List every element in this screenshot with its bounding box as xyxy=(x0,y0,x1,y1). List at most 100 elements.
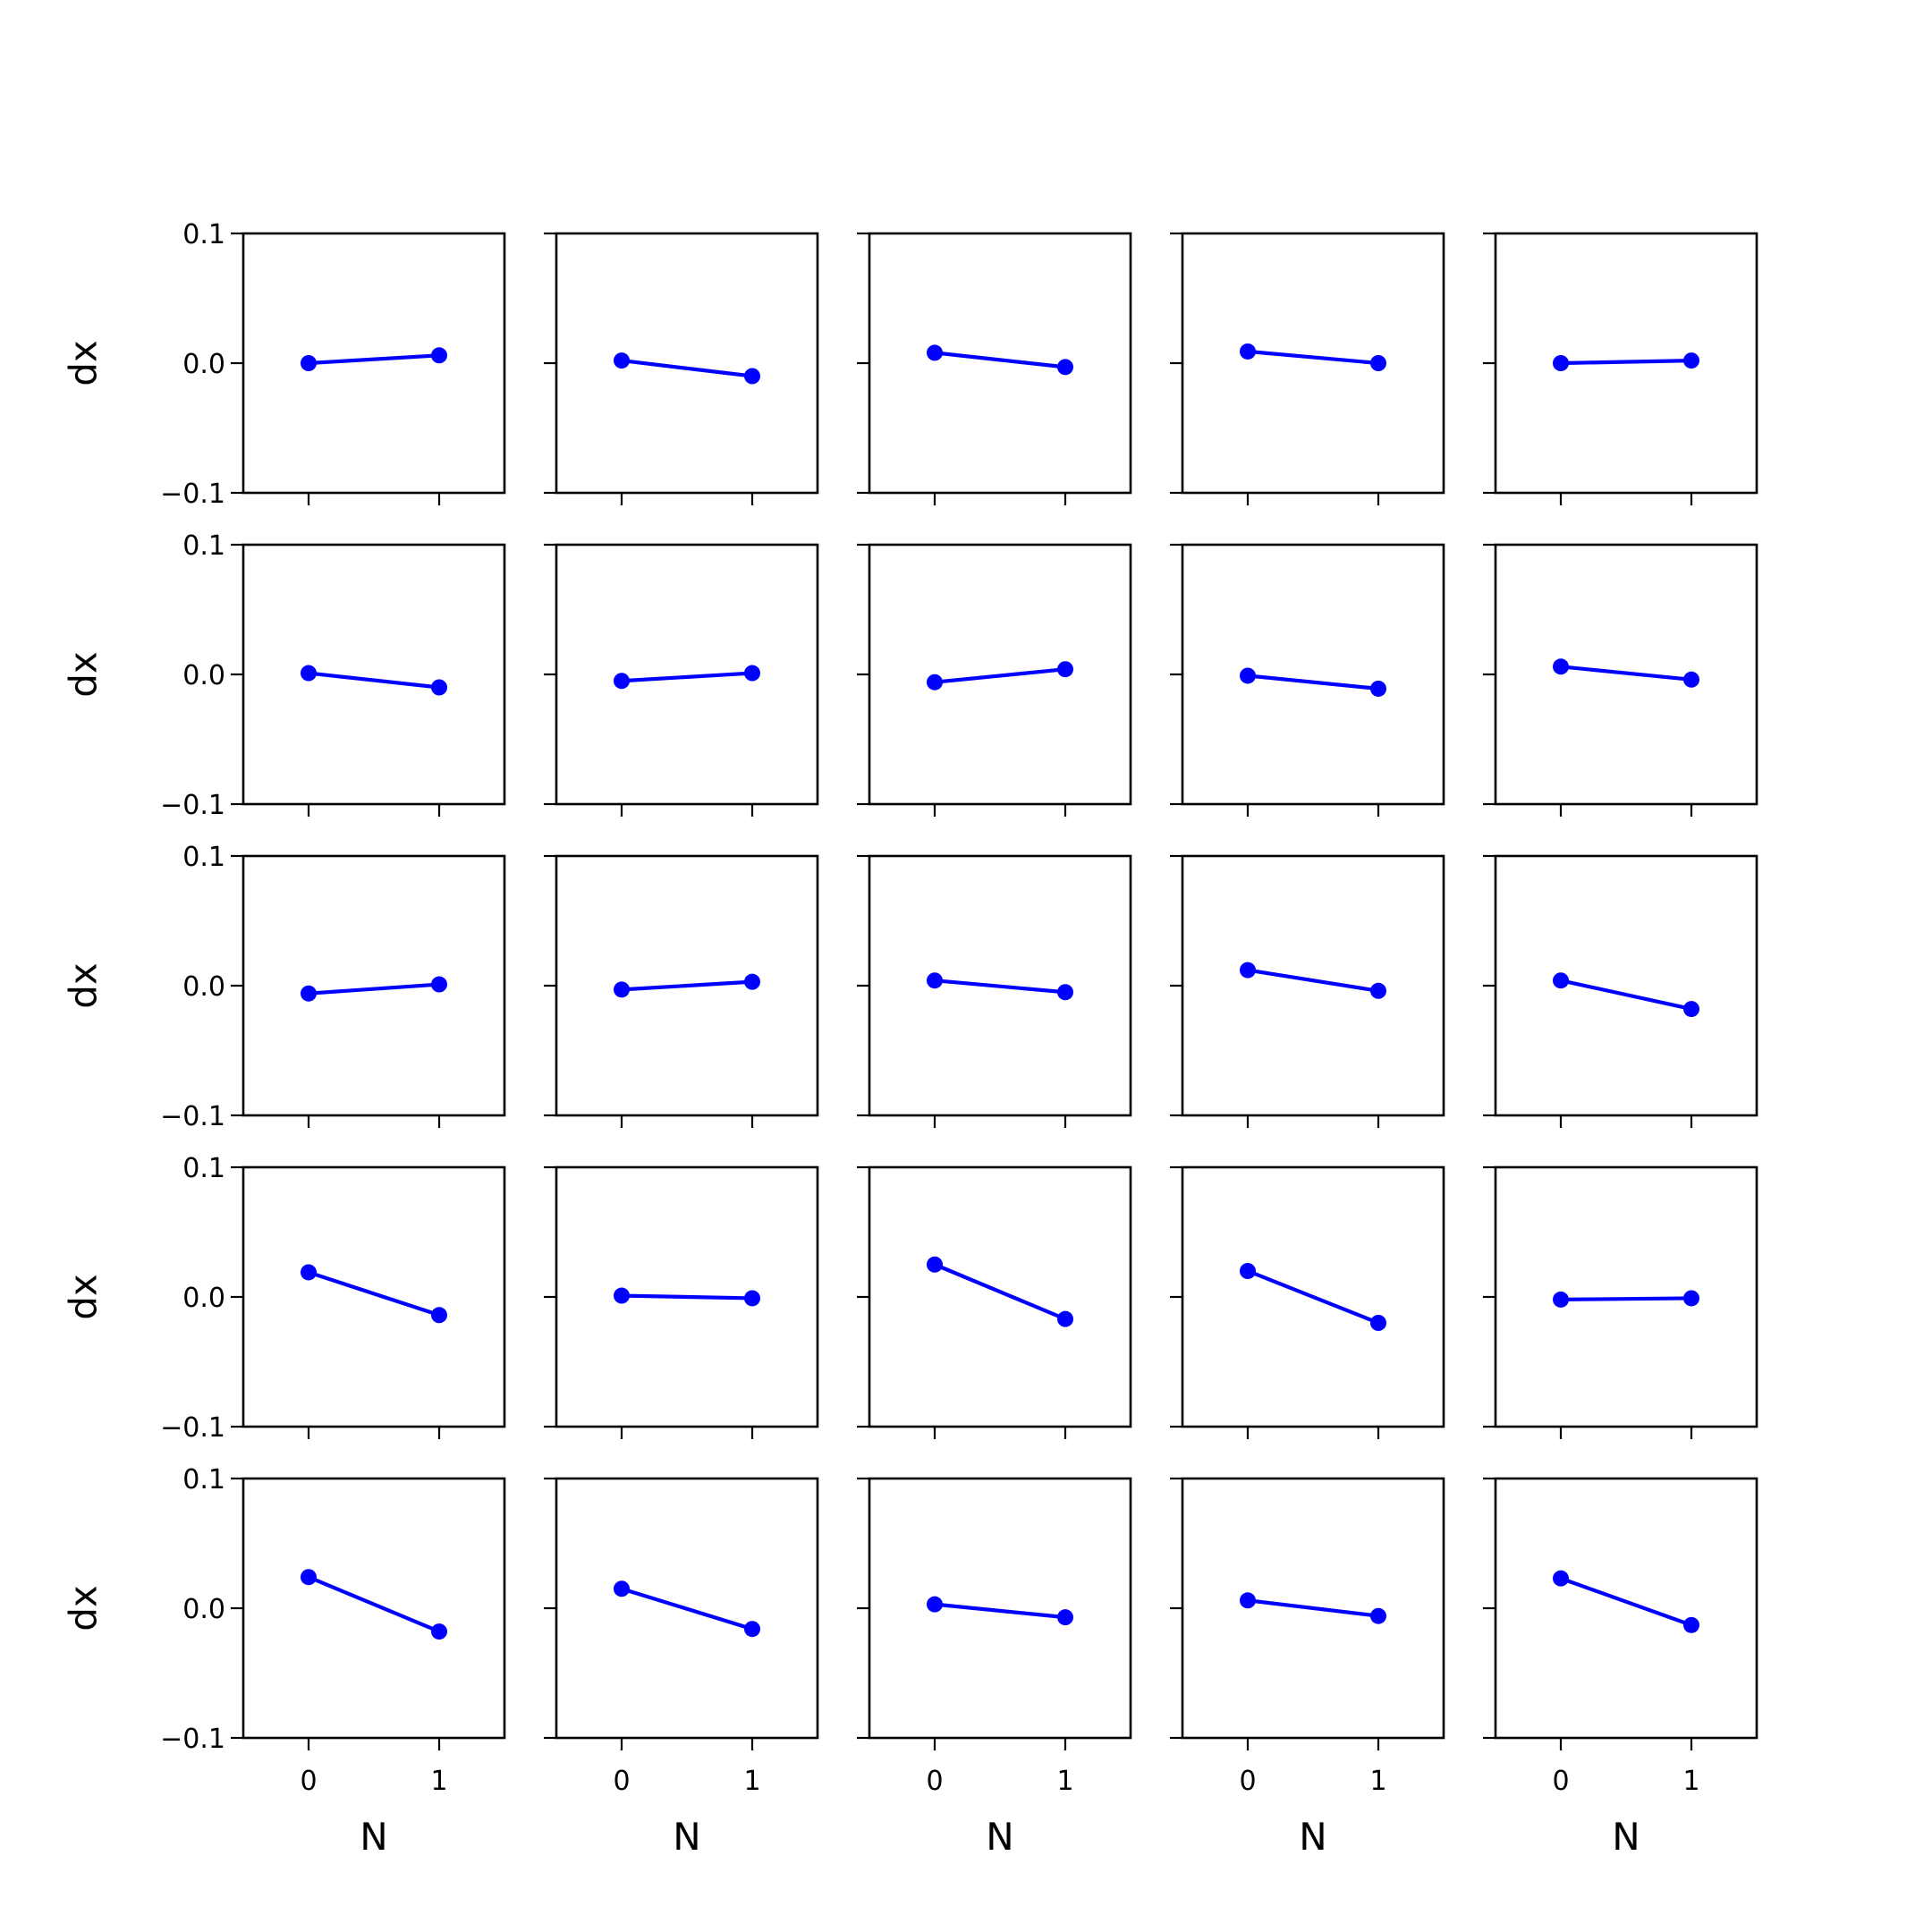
data-point xyxy=(1683,671,1699,688)
subplot-r1-c5 xyxy=(1483,232,1758,505)
x-axis-label: N xyxy=(986,1815,1013,1859)
data-point xyxy=(927,674,943,691)
data-point xyxy=(614,1287,630,1304)
y-tick-label: −0.1 xyxy=(160,479,225,510)
y-tick-label: 0.1 xyxy=(182,530,225,562)
data-point xyxy=(927,1256,943,1273)
x-axis-label: N xyxy=(673,1815,700,1859)
data-point xyxy=(744,1621,760,1638)
data-point xyxy=(927,1596,943,1613)
data-point xyxy=(1683,1290,1699,1307)
x-tick-label: 0 xyxy=(1239,1766,1256,1797)
data-point xyxy=(614,1580,630,1597)
data-point xyxy=(1683,352,1699,369)
data-point xyxy=(1683,1616,1699,1633)
data-point xyxy=(1370,680,1386,697)
subplot-r5-c1: −0.1 0.0 0.1 0 1 dx N xyxy=(62,1464,506,1859)
y-tick-label: 0.1 xyxy=(182,1153,225,1184)
axes-frame xyxy=(1181,232,1445,495)
data-point xyxy=(1057,984,1073,1001)
axes-frame xyxy=(1181,1477,1445,1740)
axes-frame xyxy=(868,1477,1132,1740)
axes-frame xyxy=(242,232,506,495)
y-tick-label: 0.0 xyxy=(182,1283,225,1314)
series-line xyxy=(934,1262,1066,1321)
x-tick-label: 0 xyxy=(613,1766,630,1797)
axes-frame xyxy=(868,543,1132,806)
x-axis-label: N xyxy=(360,1815,387,1859)
data-point xyxy=(1683,1001,1699,1018)
subplot-r3-c1: −0.1 0.0 0.1 dx xyxy=(62,842,506,1132)
series-line xyxy=(1560,359,1692,366)
series-line xyxy=(1247,674,1379,691)
data-point xyxy=(431,1623,447,1640)
subplot-r4-c3 xyxy=(857,1165,1132,1439)
subplot-r5-c2: 0 1 N xyxy=(544,1477,819,1859)
series-line xyxy=(621,1293,753,1301)
data-point xyxy=(301,355,317,371)
data-point xyxy=(614,673,630,690)
series-line xyxy=(934,979,1066,995)
y-axis-label: dx xyxy=(62,962,106,1009)
data-point xyxy=(431,679,447,696)
data-point xyxy=(431,976,447,993)
data-point xyxy=(1370,1315,1386,1331)
x-tick-label: 1 xyxy=(430,1766,447,1797)
data-point xyxy=(614,981,630,998)
subplot-r2-c4 xyxy=(1170,543,1445,817)
data-point xyxy=(1553,972,1569,989)
series-line xyxy=(1560,1296,1692,1301)
axes-frame xyxy=(1181,543,1445,806)
axes-frame xyxy=(242,1477,506,1740)
series-line xyxy=(308,353,440,366)
subplot-r4-c2 xyxy=(544,1165,819,1439)
data-point xyxy=(744,1290,760,1307)
series-line xyxy=(621,359,753,378)
subplot-r4-c4 xyxy=(1170,1165,1445,1439)
subplot-r5-c5: 0 1 N xyxy=(1483,1477,1758,1859)
series-line xyxy=(934,667,1066,684)
data-point xyxy=(1370,355,1386,371)
subplot-r4-c1: −0.1 0.0 0.1 dx xyxy=(62,1153,506,1444)
y-tick-label: 0.1 xyxy=(182,1464,225,1496)
series-line xyxy=(934,1602,1066,1620)
series-line xyxy=(308,1270,440,1318)
subplot-r5-c4: 0 1 N xyxy=(1170,1477,1445,1859)
axes-frame xyxy=(1494,1165,1758,1428)
axes-frame xyxy=(555,854,819,1117)
subplot-r1-c3 xyxy=(857,232,1132,505)
data-point xyxy=(1553,355,1569,371)
subplot-r4-c5 xyxy=(1483,1165,1758,1439)
series-line xyxy=(621,671,753,683)
series-line xyxy=(1247,349,1379,366)
series-line xyxy=(1247,1269,1379,1325)
x-tick-label: 1 xyxy=(1369,1766,1386,1797)
series-line xyxy=(1560,1576,1692,1627)
subplot-r1-c1: −0.1 0.0 0.1 dx xyxy=(62,219,506,510)
data-point xyxy=(301,1264,317,1281)
y-tick-label: 0.0 xyxy=(182,660,225,691)
data-point xyxy=(1057,1310,1073,1327)
series-line xyxy=(1560,979,1692,1012)
data-point xyxy=(1553,1570,1569,1587)
x-tick-label: 0 xyxy=(300,1766,317,1797)
data-point xyxy=(1240,1592,1256,1609)
y-tick-label: 0.1 xyxy=(182,219,225,250)
axes-frame xyxy=(1494,232,1758,495)
data-point xyxy=(1240,343,1256,360)
axes-frame xyxy=(1494,1477,1758,1740)
series-line xyxy=(1247,968,1379,993)
axes-frame xyxy=(555,1477,819,1740)
series-line xyxy=(934,351,1066,369)
data-point xyxy=(301,665,317,682)
subplot-r2-c1: −0.1 0.0 0.1 dx xyxy=(62,530,506,821)
axes-frame xyxy=(868,232,1132,495)
y-tick-label: −0.1 xyxy=(160,1101,225,1132)
subplot-r2-c2 xyxy=(544,543,819,817)
subplot-r3-c2 xyxy=(544,854,819,1128)
subplot-r2-c5 xyxy=(1483,543,1758,817)
series-line xyxy=(621,979,753,992)
y-axis-label: dx xyxy=(62,1585,106,1631)
